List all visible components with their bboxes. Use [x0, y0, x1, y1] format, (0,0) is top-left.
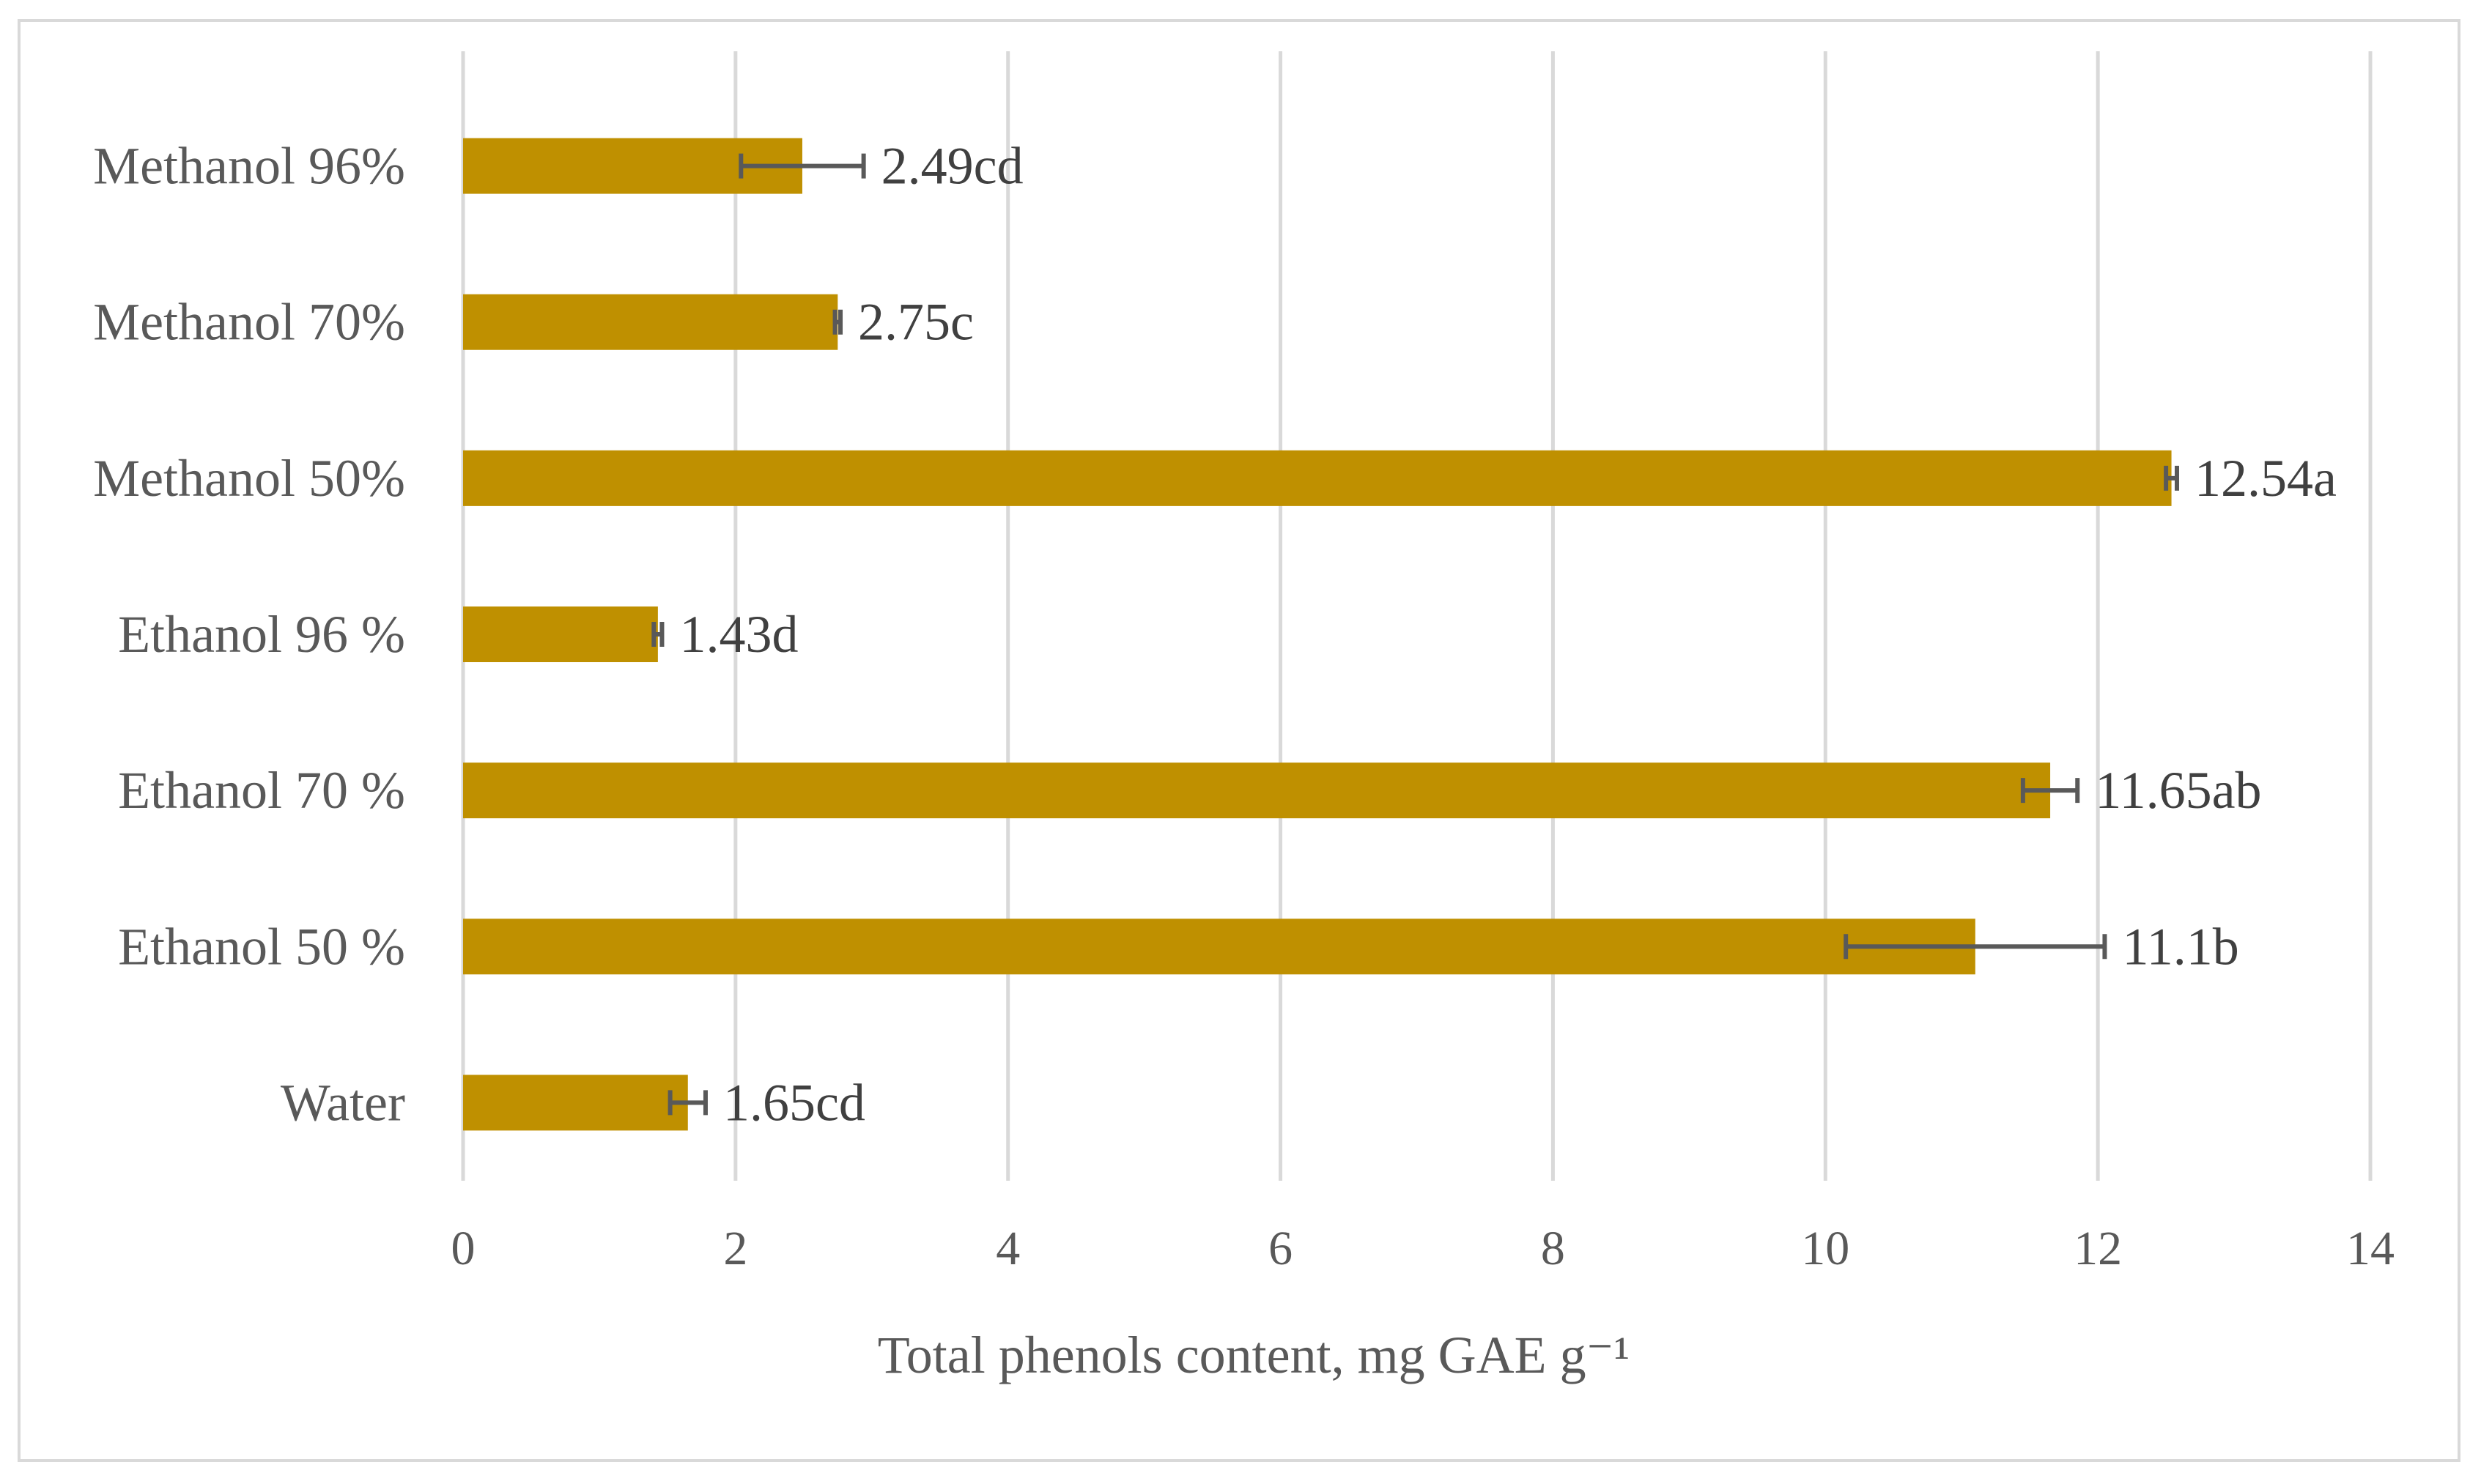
category-label: Ethanol 70 %	[118, 761, 405, 820]
x-tick-label: 2	[723, 1222, 747, 1275]
error-bar	[2164, 465, 2179, 491]
data-label: 11.65ab	[2095, 761, 2261, 820]
bar	[463, 294, 838, 350]
category-label: Methanol 96%	[93, 137, 405, 196]
x-tick-label: 10	[1801, 1222, 1849, 1275]
x-tick-label: 0	[451, 1222, 476, 1275]
bars	[463, 138, 2172, 1131]
error-bar	[651, 622, 665, 647]
x-tick-label: 12	[2074, 1222, 2122, 1275]
category-label: Methanol 70%	[93, 293, 405, 352]
x-axis-title: Total phenols content, mg GAE g⁻¹	[878, 1326, 1630, 1384]
bar	[463, 1075, 688, 1131]
error-bar	[1844, 934, 2107, 960]
error-bar	[832, 309, 843, 335]
data-label: 12.54a	[2195, 449, 2337, 508]
bar	[463, 450, 2172, 506]
data-label: 11.1b	[2122, 917, 2238, 976]
chart-frame	[18, 19, 2460, 1462]
category-label: Ethanol 96 %	[118, 605, 405, 664]
bar	[463, 606, 658, 662]
data-label: 2.49cd	[881, 137, 1024, 196]
error-bar	[668, 1090, 708, 1116]
data-label: 1.65cd	[723, 1073, 865, 1132]
gridlines	[461, 51, 2373, 1181]
data-labels: 2.49cd 2.75c 12.54a 1.43d 11.65ab 11.1b 1.65cd	[679, 137, 2336, 1132]
x-tick-labels: 0 2 4 6 8 10 12 14	[451, 1222, 2395, 1275]
x-tick-label: 4	[996, 1222, 1020, 1275]
error-bars	[651, 153, 2179, 1116]
error-bar	[2020, 778, 2080, 804]
bar	[463, 763, 2051, 819]
category-label: Water	[281, 1073, 405, 1132]
x-tick-label: 14	[2346, 1222, 2395, 1275]
x-tick-label: 8	[1541, 1222, 1565, 1275]
bar	[463, 919, 1975, 975]
x-tick-label: 6	[1268, 1222, 1293, 1275]
error-bar	[739, 153, 866, 179]
data-label: 2.75c	[858, 293, 974, 352]
category-label: Methanol 50%	[93, 449, 405, 508]
category-label: Ethanol 50 %	[118, 917, 405, 976]
data-label: 1.43d	[679, 605, 798, 664]
category-labels: Methanol 96% Methanol 70% Methanol 50% Etha…	[93, 137, 405, 1132]
